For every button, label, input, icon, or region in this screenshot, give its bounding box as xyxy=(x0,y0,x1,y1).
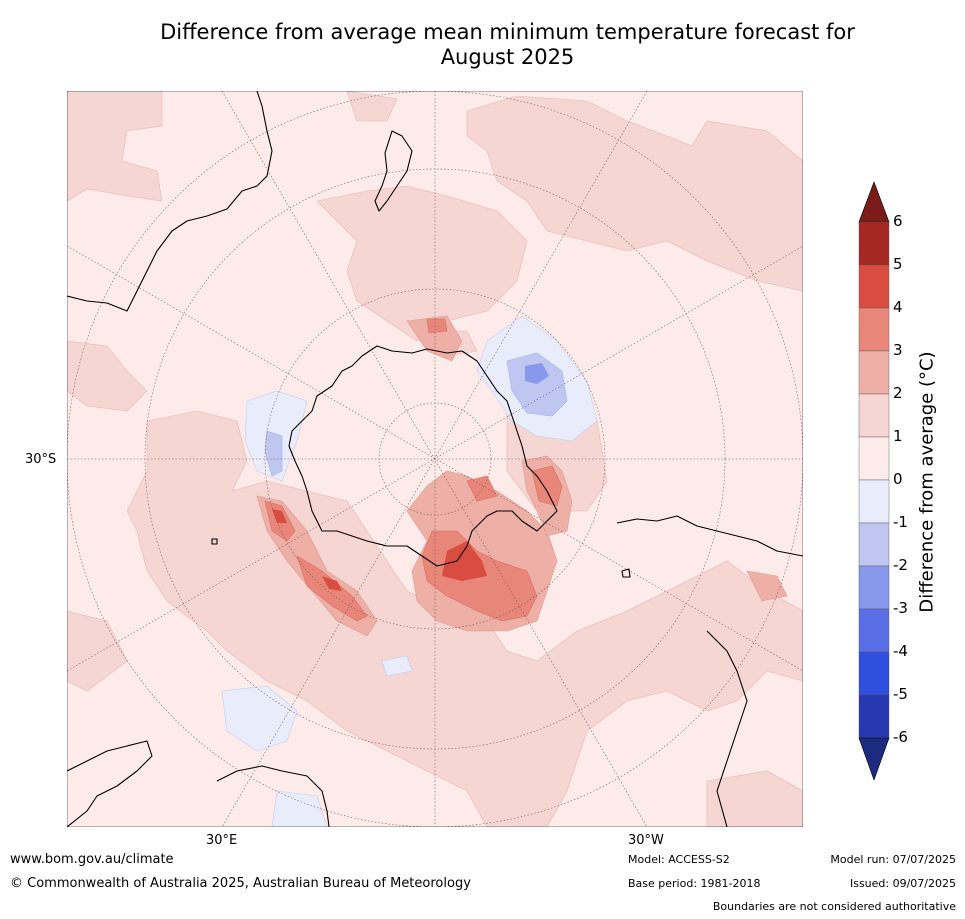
website-link[interactable]: www.bom.gov.au/climate xyxy=(10,852,174,867)
colorbar xyxy=(845,180,965,784)
colorbar-tick-label: 1 xyxy=(893,427,903,445)
model-text: Model: ACCESS-S2 xyxy=(628,853,730,866)
colorbar-tick-label: -6 xyxy=(893,728,908,746)
colorbar-extend-bottom xyxy=(858,737,890,781)
colorbar-segment xyxy=(858,436,890,481)
copyright-text: © Commonwealth of Australia 2025, Austra… xyxy=(10,876,471,891)
colorbar-segment xyxy=(858,307,890,352)
lat-label-30s: 30°S xyxy=(25,452,57,467)
colorbar-segment xyxy=(858,264,890,309)
title-line-1: Difference from average mean minimum tem… xyxy=(160,20,855,44)
colorbar-tick-label: -1 xyxy=(893,513,908,531)
south-america-outline xyxy=(616,515,803,557)
africa-outline xyxy=(67,740,153,827)
colorbar-svg xyxy=(858,181,890,781)
colorbar-tick-label: 4 xyxy=(893,298,903,316)
polar-map xyxy=(67,91,803,827)
new-zealand-outline xyxy=(374,130,413,212)
anomaly-minus-2-to-minus-1 xyxy=(264,352,568,477)
colorbar-segment xyxy=(858,393,890,438)
colorbar-extend-top xyxy=(858,181,890,223)
colorbar-tick-label: 3 xyxy=(893,341,903,359)
colorbar-tick-label: 0 xyxy=(893,470,903,488)
colorbar-label: Difference from average (°C) xyxy=(916,351,938,613)
colorbar-segment xyxy=(858,479,890,524)
australia-outline xyxy=(67,91,273,312)
anomaly-minus-3-to-minus-2 xyxy=(525,363,549,384)
colorbar-tick-label: -5 xyxy=(893,685,908,703)
issued-text: Issued: 09/07/2025 xyxy=(849,877,956,890)
colorbar-tick-label: 6 xyxy=(893,212,903,230)
disclaimer-text: Boundaries are not considered authoritat… xyxy=(712,900,956,913)
colorbar-tick-label: 2 xyxy=(893,384,903,402)
coastlines xyxy=(67,91,803,827)
colorbar-tick-label: 5 xyxy=(893,255,903,273)
base-period-text: Base period: 1981-2018 xyxy=(628,877,761,890)
colorbar-tick-label: -3 xyxy=(893,599,908,617)
colorbar-segment xyxy=(858,651,890,696)
colorbar-segment xyxy=(858,565,890,610)
colorbar-segment xyxy=(858,221,890,266)
graticule xyxy=(67,91,803,827)
colorbar-tick-label: -4 xyxy=(893,642,908,660)
title-line-2: August 2025 xyxy=(440,45,575,69)
anomaly-4-to-5 xyxy=(272,509,487,591)
model-run-text: Model run: 07/07/2025 xyxy=(830,853,956,866)
colorbar-segment xyxy=(858,350,890,395)
colorbar-segment xyxy=(858,694,890,739)
map-svg xyxy=(67,91,803,827)
lon-label-30w: 30°W xyxy=(628,833,664,848)
colorbar-segment xyxy=(858,608,890,653)
colorbar-tick-label: -2 xyxy=(893,556,908,574)
map-title: Difference from average mean minimum tem… xyxy=(90,20,925,70)
lon-label-30e: 30°E xyxy=(206,833,238,848)
antarctica-outline xyxy=(288,345,558,567)
colorbar-segment xyxy=(858,522,890,567)
